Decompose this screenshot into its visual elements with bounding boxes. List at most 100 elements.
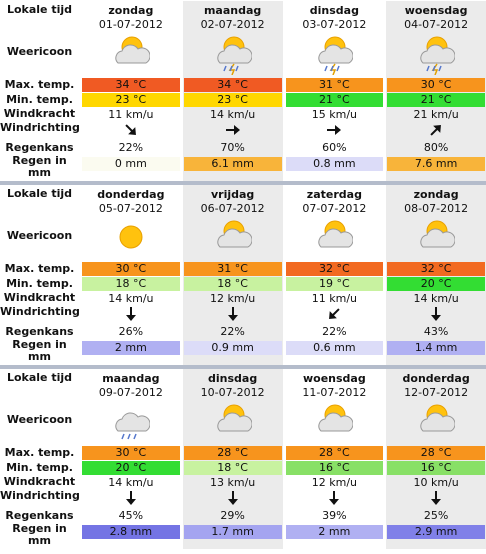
min-temp: 19 °C bbox=[285, 277, 384, 291]
row-label: Windrichting bbox=[0, 304, 80, 318]
rain-chance: 45% bbox=[118, 509, 144, 522]
day-name: vrijdag bbox=[210, 188, 255, 201]
wind-arrow bbox=[122, 490, 140, 506]
block-separator bbox=[0, 181, 486, 185]
rain-amount: 7.6 mm bbox=[387, 157, 485, 171]
weather-icon bbox=[214, 33, 253, 76]
day-name: zondag bbox=[413, 188, 459, 201]
row-label: Lokale tijd bbox=[6, 2, 73, 16]
rain-chance: 29% bbox=[220, 509, 245, 522]
day-name: donderdag bbox=[97, 188, 165, 201]
wind-arrow bbox=[224, 306, 242, 322]
max-temp: 32 °C bbox=[285, 262, 384, 276]
max-temp: 30 °C bbox=[82, 262, 180, 276]
min-temp: 18 °C bbox=[82, 277, 180, 291]
row-label: Weericoon bbox=[6, 44, 73, 58]
weather-icon bbox=[112, 401, 151, 443]
row-label: Windkracht bbox=[3, 474, 76, 488]
row-label: Regenkans bbox=[5, 140, 74, 154]
weather-icon bbox=[315, 401, 354, 443]
row-label: Min. temp. bbox=[6, 460, 73, 474]
weather-icon bbox=[417, 401, 456, 443]
wind-arrow bbox=[325, 306, 343, 322]
row-label: Min. temp. bbox=[6, 276, 73, 290]
day-name: zondag bbox=[108, 4, 154, 17]
day-name: dinsdag bbox=[208, 372, 258, 385]
min-temp: 18 °C bbox=[183, 277, 282, 291]
min-temp: 18 °C bbox=[183, 461, 282, 475]
row-label: Windrichting bbox=[0, 488, 80, 502]
row-label: Weericoon bbox=[6, 228, 73, 242]
max-temp: 32 °C bbox=[387, 262, 485, 276]
row-label: Max. temp. bbox=[4, 77, 75, 91]
row-label: Lokale tijd bbox=[6, 370, 73, 384]
weather-icon bbox=[315, 217, 354, 259]
wind-speed: 12 km/u bbox=[311, 476, 357, 489]
wind-speed: 12 km/u bbox=[209, 292, 256, 305]
day-name: maandag bbox=[203, 4, 262, 17]
wind-speed: 14 km/u bbox=[108, 292, 154, 305]
day-name: woensdag bbox=[404, 4, 468, 17]
wind-speed: 10 km/u bbox=[413, 476, 459, 489]
max-temp: 31 °C bbox=[183, 262, 282, 276]
max-temp: 28 °C bbox=[387, 446, 485, 460]
wind-speed: 11 km/u bbox=[311, 292, 357, 305]
day-name: donderdag bbox=[402, 372, 470, 385]
date: 04-07-2012 bbox=[404, 18, 469, 31]
wind-arrow bbox=[325, 122, 343, 138]
min-temp: 21 °C bbox=[285, 93, 384, 107]
rain-chance: 25% bbox=[423, 509, 449, 522]
wind-speed: 14 km/u bbox=[413, 292, 459, 305]
date: 08-07-2012 bbox=[404, 202, 469, 215]
min-temp: 20 °C bbox=[387, 277, 485, 291]
date: 12-07-2012 bbox=[404, 386, 469, 399]
wind-arrow bbox=[224, 122, 242, 138]
rain-amount: 2 mm bbox=[82, 341, 180, 355]
wind-arrow bbox=[325, 490, 343, 506]
row-label: Windkracht bbox=[3, 106, 76, 120]
block-separator bbox=[0, 365, 486, 369]
row-label: Regen in mm bbox=[12, 522, 67, 547]
row-label: Windrichting bbox=[0, 120, 80, 134]
wind-speed: 14 km/u bbox=[108, 476, 154, 489]
date: 06-07-2012 bbox=[200, 202, 265, 215]
max-temp: 34 °C bbox=[82, 78, 180, 92]
row-label: Max. temp. bbox=[4, 445, 75, 459]
weather-icon bbox=[315, 33, 354, 76]
max-temp: 28 °C bbox=[183, 446, 282, 460]
rain-chance: 70% bbox=[220, 141, 245, 154]
rain-chance: 26% bbox=[118, 325, 144, 338]
date: 07-07-2012 bbox=[302, 202, 367, 215]
min-temp: 20 °C bbox=[82, 461, 180, 475]
rain-amount: 2.8 mm bbox=[82, 525, 180, 539]
weather-icon bbox=[214, 401, 253, 443]
max-temp: 28 °C bbox=[285, 446, 384, 460]
max-temp: 30 °C bbox=[387, 78, 485, 92]
weather-icon bbox=[112, 33, 151, 75]
rain-amount: 0.6 mm bbox=[285, 341, 384, 355]
wind-speed: 13 km/u bbox=[209, 476, 256, 489]
rain-chance: 80% bbox=[423, 141, 449, 154]
day-name: woensdag bbox=[303, 372, 366, 385]
date: 05-07-2012 bbox=[98, 202, 163, 215]
row-label: Regenkans bbox=[5, 324, 74, 338]
rain-amount: 0.9 mm bbox=[183, 341, 282, 355]
min-temp: 16 °C bbox=[285, 461, 384, 475]
min-temp: 23 °C bbox=[82, 93, 180, 107]
wind-arrow bbox=[427, 490, 445, 506]
day-name: maandag bbox=[102, 372, 160, 385]
min-temp: 23 °C bbox=[183, 93, 282, 107]
wind-arrow bbox=[122, 122, 140, 138]
rain-chance: 39% bbox=[322, 509, 347, 522]
date: 09-07-2012 bbox=[98, 386, 163, 399]
wind-arrow bbox=[427, 122, 445, 138]
row-label: Min. temp. bbox=[6, 92, 73, 106]
wind-arrow bbox=[427, 306, 445, 322]
min-temp: 16 °C bbox=[387, 461, 485, 475]
max-temp: 31 °C bbox=[285, 78, 384, 92]
date: 11-07-2012 bbox=[302, 386, 367, 399]
weather-icon bbox=[112, 217, 150, 259]
date: 02-07-2012 bbox=[200, 18, 265, 31]
day-name: zaterdag bbox=[306, 188, 362, 201]
